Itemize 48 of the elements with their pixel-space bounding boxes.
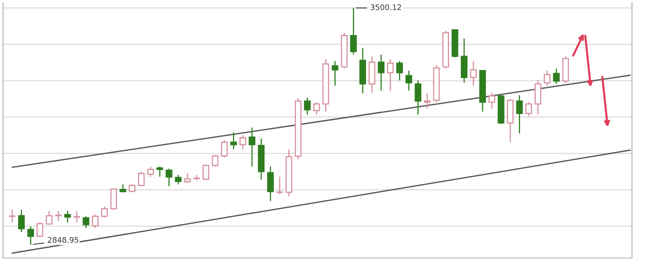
candlestick xyxy=(147,166,154,178)
candlestick xyxy=(470,60,477,86)
candlestick xyxy=(110,188,117,210)
candlestick xyxy=(553,68,560,85)
candlestick xyxy=(221,139,228,158)
candlestick xyxy=(64,210,71,224)
candlestick xyxy=(534,80,542,116)
candlestick xyxy=(516,94,523,134)
candlestick xyxy=(506,98,514,143)
candlestick xyxy=(27,226,34,246)
candlestick xyxy=(460,38,468,84)
candlestick xyxy=(414,80,422,116)
candlestick xyxy=(73,210,80,224)
candlestick xyxy=(350,7,357,56)
candlestick xyxy=(18,209,25,233)
candlestick xyxy=(239,134,246,150)
candlestick xyxy=(267,166,274,202)
candlestick xyxy=(82,216,90,229)
candlestick xyxy=(46,210,52,226)
candlestick xyxy=(368,56,376,94)
candlestick xyxy=(387,58,394,92)
candlestick xyxy=(562,56,569,84)
candlestick xyxy=(276,176,284,195)
candlestick xyxy=(405,70,412,92)
candlestick xyxy=(55,210,62,222)
candlestick xyxy=(424,92,431,110)
candlestick xyxy=(248,127,256,168)
candlestick xyxy=(212,154,218,168)
candlestick xyxy=(174,174,182,185)
candlestick xyxy=(92,214,99,229)
candlestick xyxy=(101,206,108,218)
candlestick xyxy=(202,164,210,181)
candlestick xyxy=(138,171,145,187)
candlestick xyxy=(359,47,366,94)
candlestick xyxy=(544,70,550,86)
candlestick xyxy=(36,222,44,238)
candlestick xyxy=(166,168,172,187)
candlestick xyxy=(156,166,164,178)
candlestick xyxy=(488,92,496,110)
candlestick xyxy=(184,172,191,184)
candlestick xyxy=(396,60,403,81)
candlestick xyxy=(230,132,237,150)
candlestick xyxy=(378,54,384,92)
candlestick xyxy=(8,209,16,224)
candlestick xyxy=(525,102,532,117)
candlestick xyxy=(304,96,311,116)
candlestick xyxy=(332,60,338,86)
candlestick xyxy=(313,102,320,116)
